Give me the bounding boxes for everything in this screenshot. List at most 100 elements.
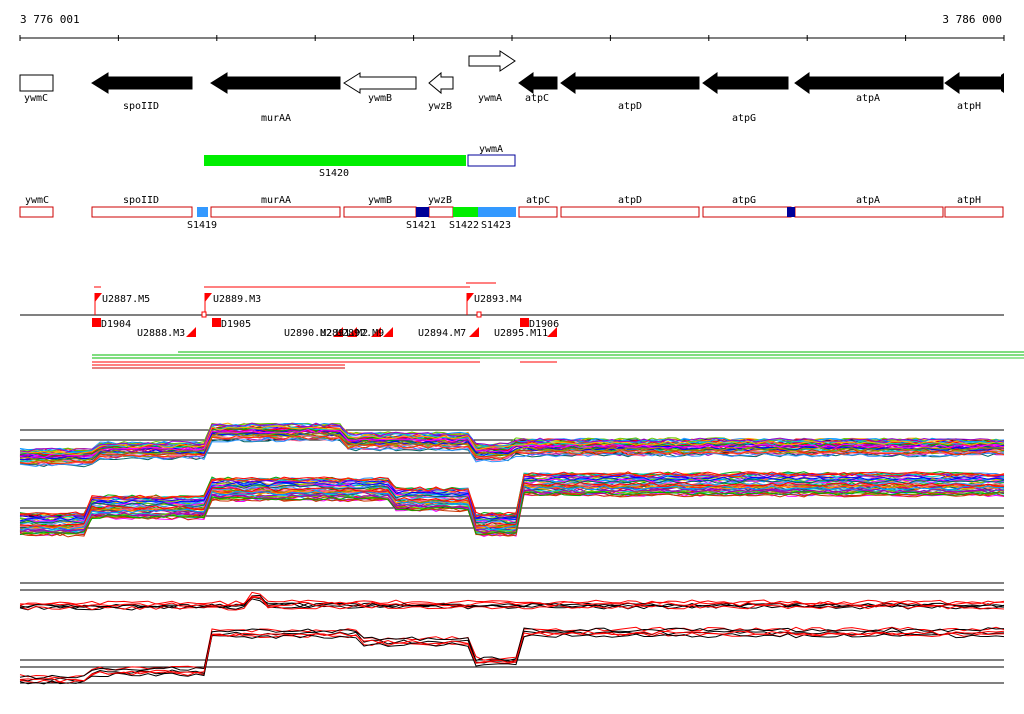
profile-trace: [19, 481, 1005, 527]
profile-trace: [19, 472, 1005, 518]
gene-track[interactable]: ywmC spoIID murAA ywmB ywzB ywmA atpC at…: [19, 50, 1004, 124]
profile-trace: [19, 630, 1005, 683]
marker-label-S1419: S1419: [187, 220, 217, 231]
profile-trace: [19, 490, 1005, 535]
profile-trace: [19, 591, 1005, 606]
feature-D1904[interactable]: D1904: [92, 318, 131, 330]
profile-trace: [19, 633, 1005, 685]
gene-atpH[interactable]: [944, 72, 1002, 94]
feature-U2890.M2[interactable]: U2890.M2: [284, 327, 343, 339]
profile-trace: [19, 435, 1005, 465]
feature-track[interactable]: U2887.M5 U2889.M3 U2893.M4 D1904 U2888.M…: [20, 282, 1004, 339]
gene-murAA[interactable]: [210, 72, 341, 94]
feature-U2887.M5[interactable]: U2887.M5: [94, 293, 150, 315]
marker-S1423[interactable]: [478, 207, 516, 217]
lower-expression-profiles: [19, 471, 1005, 538]
gene-box-label-atpD: atpD: [618, 195, 642, 206]
gene-box-atpH[interactable]: [944, 206, 1004, 218]
feature-label-D1905: D1905: [221, 319, 251, 330]
summary-profiles: [19, 591, 1005, 685]
profile-trace: [19, 627, 1005, 680]
profile-trace: [20, 431, 1005, 460]
segment-ywmA[interactable]: [467, 154, 516, 167]
gene-ywmC[interactable]: [19, 74, 54, 92]
feature-tick: [476, 311, 482, 318]
feature-U2894.M7[interactable]: U2894.M7: [418, 327, 479, 339]
profile-trace: [19, 491, 1005, 535]
gene-box-atpA[interactable]: [794, 206, 944, 218]
gene-box-atpC[interactable]: [518, 206, 558, 218]
feature-label-U2892.M9: U2892.M9: [336, 328, 384, 339]
upper-expression-profiles: [19, 422, 1005, 468]
gene-box-label-atpA: atpA: [856, 195, 880, 206]
profile-trace: [19, 437, 1005, 468]
gene-box-atpG[interactable]: [702, 206, 792, 218]
summary-panel: [19, 582, 1005, 685]
profile-trace: [19, 428, 1005, 459]
marker-label-S1422: S1422: [449, 220, 479, 231]
feature-D1906[interactable]: D1906: [520, 318, 559, 330]
gene-label-ywmA: ywmA: [478, 93, 502, 104]
gene-atpC[interactable]: [518, 72, 558, 94]
gene-box-spoIID[interactable]: [91, 206, 193, 218]
feature-U2893.M4[interactable]: U2893.M4: [466, 293, 522, 315]
gene-box-ywmC[interactable]: [19, 206, 54, 218]
feature-marker-extra[interactable]: [383, 327, 393, 337]
profile-trace: [19, 422, 1005, 453]
gene-atpG[interactable]: [702, 72, 789, 94]
gene-label-atpD: atpD: [618, 101, 642, 112]
feature-label-U2895.M11: U2895.M11: [494, 328, 548, 339]
marker-atpG-atpA[interactable]: [787, 207, 795, 217]
gene-label-atpH: atpH: [957, 101, 981, 112]
profile-trace: [19, 422, 1005, 453]
gene-label-atpG: atpG: [732, 113, 756, 124]
gene-spoIID[interactable]: [91, 72, 193, 94]
marker-label-S1421: S1421: [406, 220, 436, 231]
gene-ywmB[interactable]: [343, 72, 417, 94]
feature-label-U2894.M7: U2894.M7: [418, 328, 466, 339]
end-coordinate: 3 786 000: [942, 13, 1002, 26]
feature-label-U2891.M2: U2891.M2: [320, 328, 368, 339]
gene-box-murAA[interactable]: [210, 206, 341, 218]
profile-trace: [19, 478, 1005, 524]
marker-S1419[interactable]: [197, 207, 208, 217]
profile-trace: [19, 632, 1004, 684]
profile-trace: [19, 485, 1005, 531]
gene-ywmA[interactable]: [468, 50, 516, 72]
gene-label-murAA: murAA: [261, 113, 291, 124]
segment-S1420[interactable]: [204, 155, 466, 166]
gene-label-spoIID: spoIID: [123, 101, 159, 112]
marker-S1421[interactable]: [416, 207, 429, 217]
gene-box-ywmB[interactable]: [343, 206, 417, 218]
feature-U2888.M3[interactable]: U2888.M3: [137, 327, 196, 339]
gene-atpA[interactable]: [794, 72, 944, 94]
feature-U2895.M11[interactable]: U2895.M11: [494, 327, 557, 339]
gene-box-label-spoIID: spoIID: [123, 195, 159, 206]
feature-label-U2889.M3: U2889.M3: [213, 294, 261, 305]
profile-trace: [19, 594, 1005, 609]
gene-label-ywmC: ywmC: [24, 93, 48, 104]
profile-trace: [19, 488, 1005, 533]
segment-track[interactable]: S1420 ywmA: [204, 144, 516, 179]
gene-label-ywzB: ywzB: [428, 101, 452, 112]
gene-label-atpA: atpA: [856, 93, 880, 104]
gene-ywzB[interactable]: [428, 71, 454, 95]
feature-tick: [201, 311, 207, 318]
gene-box-atpD[interactable]: [560, 206, 700, 218]
ruler-ticks: [19, 35, 1005, 41]
feature-D1905[interactable]: D1905: [212, 318, 251, 330]
coordinate-ruler: 3 776 001 3 786 000: [19, 13, 1005, 41]
gene-atpD[interactable]: [560, 72, 700, 94]
feature-U2891.M2[interactable]: U2891.M2: [320, 327, 368, 339]
gene-box-track[interactable]: ywmC spoIID murAA ywmB ywzB atpC atpD at…: [19, 195, 1004, 231]
feature-label-U2890.M2: U2890.M2: [284, 328, 332, 339]
gene-box-label-atpC: atpC: [526, 195, 550, 206]
gene-box-label-atpH: atpH: [957, 195, 981, 206]
marker-S1422[interactable]: [453, 207, 478, 217]
profile-trace: [19, 479, 1005, 525]
feature-U2889.M3[interactable]: U2889.M3: [204, 293, 261, 315]
gene-box-label-atpG: atpG: [732, 195, 756, 206]
gene-box-ywzB[interactable]: [428, 206, 454, 218]
feature-U2892.M9[interactable]: U2892.M9: [336, 327, 384, 339]
